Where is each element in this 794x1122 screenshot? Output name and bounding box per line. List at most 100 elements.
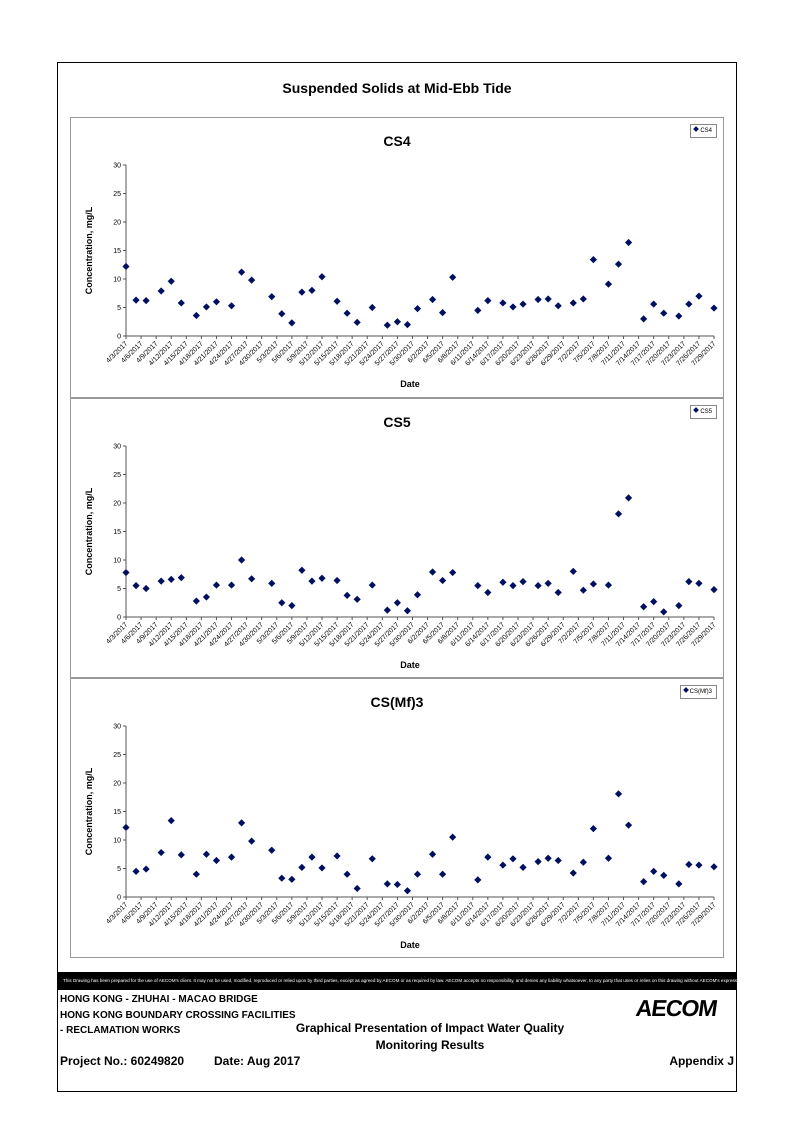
data-point: [308, 286, 316, 294]
data-point: [640, 878, 648, 886]
data-point: [413, 870, 422, 878]
data-point: [142, 297, 150, 305]
data-point: [278, 599, 286, 607]
data-point: [544, 295, 552, 303]
data-point: [393, 599, 401, 607]
data-point: [554, 302, 562, 310]
data-point: [227, 853, 236, 861]
chart-legend: CS4: [690, 124, 717, 138]
data-point: [579, 858, 587, 866]
data-point: [695, 579, 703, 587]
data-point: [288, 319, 296, 327]
data-point: [544, 854, 552, 862]
y-tick-label: 25: [113, 472, 121, 479]
data-point: [132, 296, 140, 304]
data-point: [212, 856, 221, 865]
footer-graph-title-1: Graphical Presentation of Impact Water Q…: [295, 1021, 565, 1035]
y-tick-label: 30: [113, 444, 121, 451]
data-point: [383, 880, 391, 888]
data-point: [474, 876, 482, 884]
data-point: [157, 287, 165, 295]
footer-project-no: Project No.: 60249820: [60, 1054, 185, 1068]
data-point: [318, 574, 326, 582]
data-point: [122, 262, 130, 271]
footer-graph-title-2: Monitoring Results: [375, 1038, 485, 1052]
legend-label: CS(Mf)3: [689, 689, 712, 695]
data-point: [695, 861, 703, 869]
data-point: [368, 855, 376, 863]
data-point: [142, 584, 150, 593]
data-point: [177, 299, 185, 307]
data-point: [142, 865, 150, 873]
data-point: [383, 321, 391, 329]
data-point: [428, 568, 437, 576]
data-point: [604, 581, 613, 589]
data-point: [544, 579, 552, 587]
data-point: [614, 510, 623, 518]
data-point: [624, 238, 633, 247]
chart-cs5: CS50510152025304/3/20174/6/20174/9/20174…: [84, 414, 718, 670]
data-point: [192, 870, 200, 878]
y-tick-label: 5: [117, 586, 121, 593]
y-tick-label: 15: [113, 529, 121, 536]
data-point: [604, 854, 613, 862]
y-tick-label: 0: [117, 334, 121, 341]
y-tick-label: 10: [113, 558, 121, 565]
data-point: [569, 869, 577, 877]
chart-title: CS(Mf)3: [371, 694, 424, 710]
x-axis-label: Date: [400, 940, 420, 950]
data-point: [393, 318, 401, 326]
footer-date: Date: Aug 2017: [214, 1054, 301, 1068]
data-point: [685, 860, 693, 869]
data-point: [227, 581, 236, 589]
data-point: [660, 871, 668, 879]
data-point: [157, 848, 165, 857]
data-point: [122, 568, 130, 577]
data-point: [650, 598, 658, 606]
data-point: [167, 277, 175, 285]
data-point: [640, 603, 648, 611]
data-point: [439, 309, 447, 317]
data-point: [353, 595, 361, 603]
data-point: [237, 268, 246, 276]
data-point: [519, 300, 527, 308]
data-point: [132, 867, 140, 875]
chart-panel-cs4: CS4 0 5 10 15 20 25 30 4/3/2017 4/6/2017 4/9/2017 4…: [70, 117, 724, 398]
data-point: [278, 874, 286, 882]
y-tick-label: 5: [117, 866, 121, 873]
data-point: [660, 608, 668, 616]
data-point: [428, 295, 437, 304]
data-point: [132, 582, 140, 590]
data-point: [237, 819, 246, 827]
data-point: [484, 297, 492, 305]
data-point: [333, 852, 341, 860]
data-point: [640, 315, 648, 323]
data-point: [308, 577, 316, 585]
data-point: [248, 575, 256, 583]
data-point: [534, 858, 542, 866]
y-tick-label: 25: [113, 191, 121, 198]
legend-marker-icon: [693, 407, 700, 413]
data-point: [554, 856, 562, 865]
chart-panel-csmf3: CS(Mf)3 0 5 10 15 20 25 30 4/3/2017 4/6/2017 4/9/2…: [70, 678, 724, 958]
data-point: [353, 884, 361, 893]
data-point: [534, 295, 542, 304]
data-point: [177, 851, 185, 859]
data-point: [393, 880, 401, 889]
data-point: [278, 310, 286, 318]
chart-csmf3: CS(Mf)30510152025304/3/20174/6/20174/9/2…: [84, 694, 718, 950]
data-point: [519, 578, 527, 586]
data-point: [428, 850, 437, 858]
data-point: [298, 863, 306, 871]
data-point: [403, 607, 412, 615]
data-point: [614, 260, 623, 268]
data-point: [368, 303, 376, 312]
data-point: [509, 582, 517, 590]
y-tick-label: 15: [113, 248, 121, 255]
data-point: [298, 566, 306, 574]
data-point: [579, 586, 587, 594]
data-point: [685, 578, 693, 586]
data-point: [212, 581, 221, 589]
data-point: [624, 821, 633, 829]
data-point: [589, 580, 597, 588]
